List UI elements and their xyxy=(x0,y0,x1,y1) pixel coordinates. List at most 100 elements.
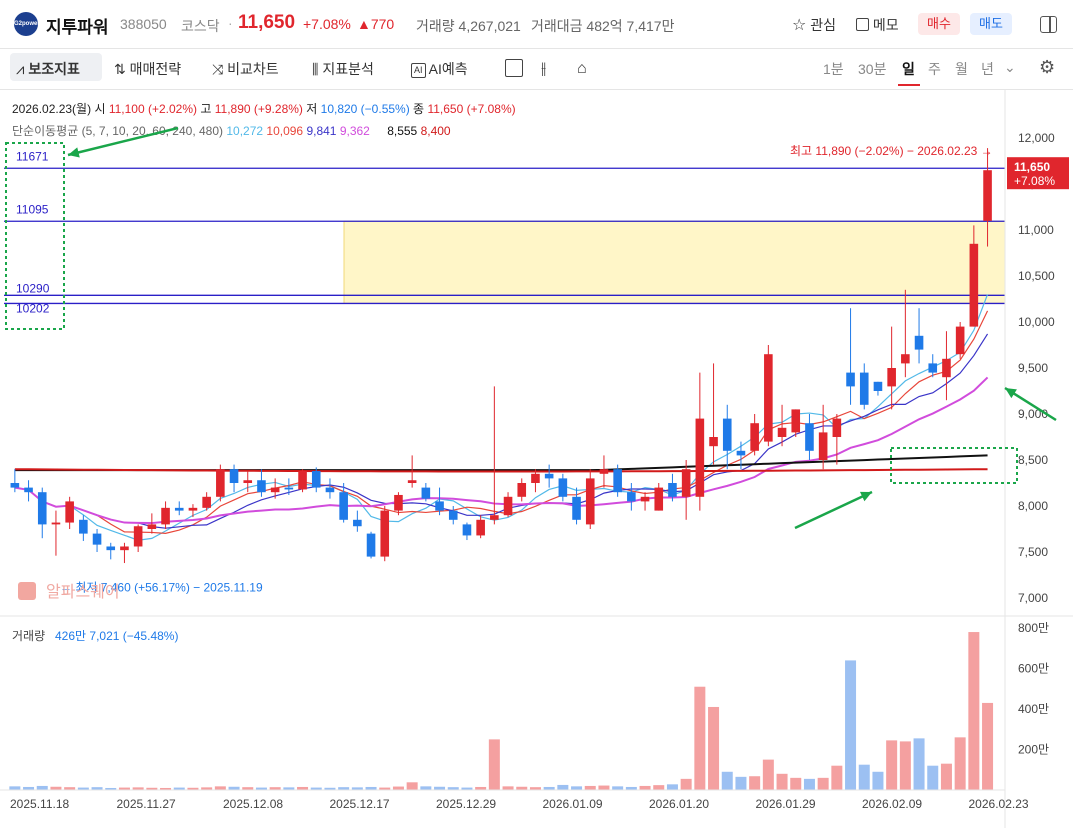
tf-30min[interactable]: 30분 xyxy=(858,61,887,77)
tf-month[interactable]: 월 xyxy=(955,61,968,77)
volume-bar xyxy=(721,771,733,790)
candle-body xyxy=(627,492,636,502)
green-arrow-bottom xyxy=(794,490,873,530)
chart-type-square-icon[interactable] xyxy=(505,59,523,77)
candle-body xyxy=(777,427,787,437)
memo-button[interactable]: 메모 xyxy=(856,15,899,35)
candle-body xyxy=(394,494,403,511)
price-tick-label: 7,000 xyxy=(1018,591,1048,605)
ai-predict-button[interactable]: AI AI예측 xyxy=(411,59,468,79)
candle-body xyxy=(147,524,157,529)
volume-bar xyxy=(584,785,596,790)
ai-chip-icon: AI xyxy=(411,63,426,78)
ma-legend: 단순이동평균 (5, 7, 10, 20, 60, 240, 480) 10,2… xyxy=(12,122,451,139)
volume-bar xyxy=(447,787,459,790)
volume-bar xyxy=(886,740,898,790)
volume-info: 거래량 4,267,021 xyxy=(416,18,521,34)
ohlc-legend: 2026.02.23(월) 시 11,100 (+2.02%) 고 11,890… xyxy=(12,100,516,117)
candle-body xyxy=(435,501,444,511)
ma240-line xyxy=(14,468,988,473)
volume-bar xyxy=(557,784,569,790)
tf-1min[interactable]: 1분 xyxy=(823,61,844,77)
volume-tick-label: 200만 xyxy=(1018,743,1049,757)
candle-body xyxy=(955,326,965,355)
arrow-head xyxy=(68,147,80,158)
candle-body xyxy=(421,487,431,499)
tf-week[interactable]: 주 xyxy=(928,61,941,77)
tf-day[interactable]: 일 xyxy=(902,61,915,77)
candle-type-icon[interactable]: ⫲ xyxy=(541,60,547,77)
close-value: 11,650 (+7.08%) xyxy=(427,102,516,116)
candle-body xyxy=(462,524,472,536)
candle-body xyxy=(106,546,116,551)
horizontal-line-label: 10202 xyxy=(16,301,50,315)
green-arrow-top xyxy=(67,126,179,158)
chevron-down-icon[interactable]: ⌄ xyxy=(1004,59,1016,75)
volume-bar xyxy=(64,787,76,790)
candle-body xyxy=(353,519,362,527)
camera-icon[interactable]: ⌂ xyxy=(577,60,587,77)
volume-bar xyxy=(790,777,802,790)
volume-bar xyxy=(91,787,103,790)
watch-label: 관심 xyxy=(810,17,836,33)
candle-body xyxy=(805,423,814,451)
price-tick-label: 11,000 xyxy=(1018,223,1054,237)
candle-body xyxy=(339,492,348,520)
candle-body xyxy=(188,507,198,511)
volume-bar xyxy=(749,776,761,790)
candle-body xyxy=(133,526,143,547)
volume-bar xyxy=(379,787,391,790)
ma5-line xyxy=(14,294,989,541)
ma20-value: 9,362 xyxy=(339,124,370,138)
candle-body xyxy=(668,483,677,497)
volume-bar xyxy=(420,786,432,790)
volume-bar xyxy=(392,786,404,790)
ma-label: 단순이동평균 (5, 7, 10, 20, 60, 240, 480) xyxy=(12,124,224,138)
gear-icon[interactable]: ⚙ xyxy=(1039,57,1056,77)
volume-bar xyxy=(23,786,35,790)
panel-layout-icon[interactable] xyxy=(1040,16,1057,33)
analysis-button[interactable]: ⫼ 지표분석 xyxy=(312,59,374,79)
candle-body xyxy=(284,487,294,490)
buy-button[interactable]: 매수 xyxy=(918,13,960,35)
analysis-label: 지표분석 xyxy=(322,61,374,77)
volume-bar xyxy=(708,706,720,790)
shuffle-icon: ⤨ xyxy=(212,61,224,77)
candle-body xyxy=(901,354,910,364)
volume-bar xyxy=(187,787,199,790)
volume-bar xyxy=(310,787,322,790)
volume-bar xyxy=(77,787,89,790)
price-zone-box xyxy=(343,220,1006,304)
indicator-button[interactable]: ⩘ 보조지표 xyxy=(16,59,80,79)
horizontal-line-label: 11095 xyxy=(16,202,49,216)
volume-bar xyxy=(940,763,952,790)
candle-body xyxy=(476,519,485,536)
volume-bar xyxy=(255,787,267,790)
volume-value: 426만 7,021 (−45.48%) xyxy=(55,629,178,643)
volume-bar xyxy=(968,632,980,790)
ma5-value: 10,272 xyxy=(226,124,264,138)
arrow-shaft xyxy=(67,126,179,157)
green-arrow-right xyxy=(1004,386,1057,422)
candle-body xyxy=(544,473,554,479)
candle-body xyxy=(51,522,61,525)
watch-button[interactable]: ☆ 관심 xyxy=(792,15,836,35)
sell-button[interactable]: 매도 xyxy=(970,13,1012,35)
tf-year[interactable]: 년 xyxy=(981,61,994,77)
volume-bar xyxy=(845,660,857,790)
volume-bar xyxy=(529,787,541,790)
ma10-value: 9,841 xyxy=(306,124,337,138)
strategy-button[interactable]: ⇅ 매매전략 xyxy=(114,59,181,79)
legend-date: 2026.02.23(월) xyxy=(12,102,92,116)
change-amount: ▲770 xyxy=(357,16,395,32)
candle-body xyxy=(92,533,102,545)
candle-body xyxy=(681,469,691,497)
volume-bar xyxy=(680,778,692,790)
candle-body xyxy=(791,409,801,433)
compare-button[interactable]: ⤨ 비교차트 xyxy=(212,59,279,79)
arrow-head xyxy=(1005,388,1017,399)
volume-bar xyxy=(516,786,528,790)
candle-body xyxy=(764,354,773,442)
market-name: 코스닥 xyxy=(181,18,220,34)
